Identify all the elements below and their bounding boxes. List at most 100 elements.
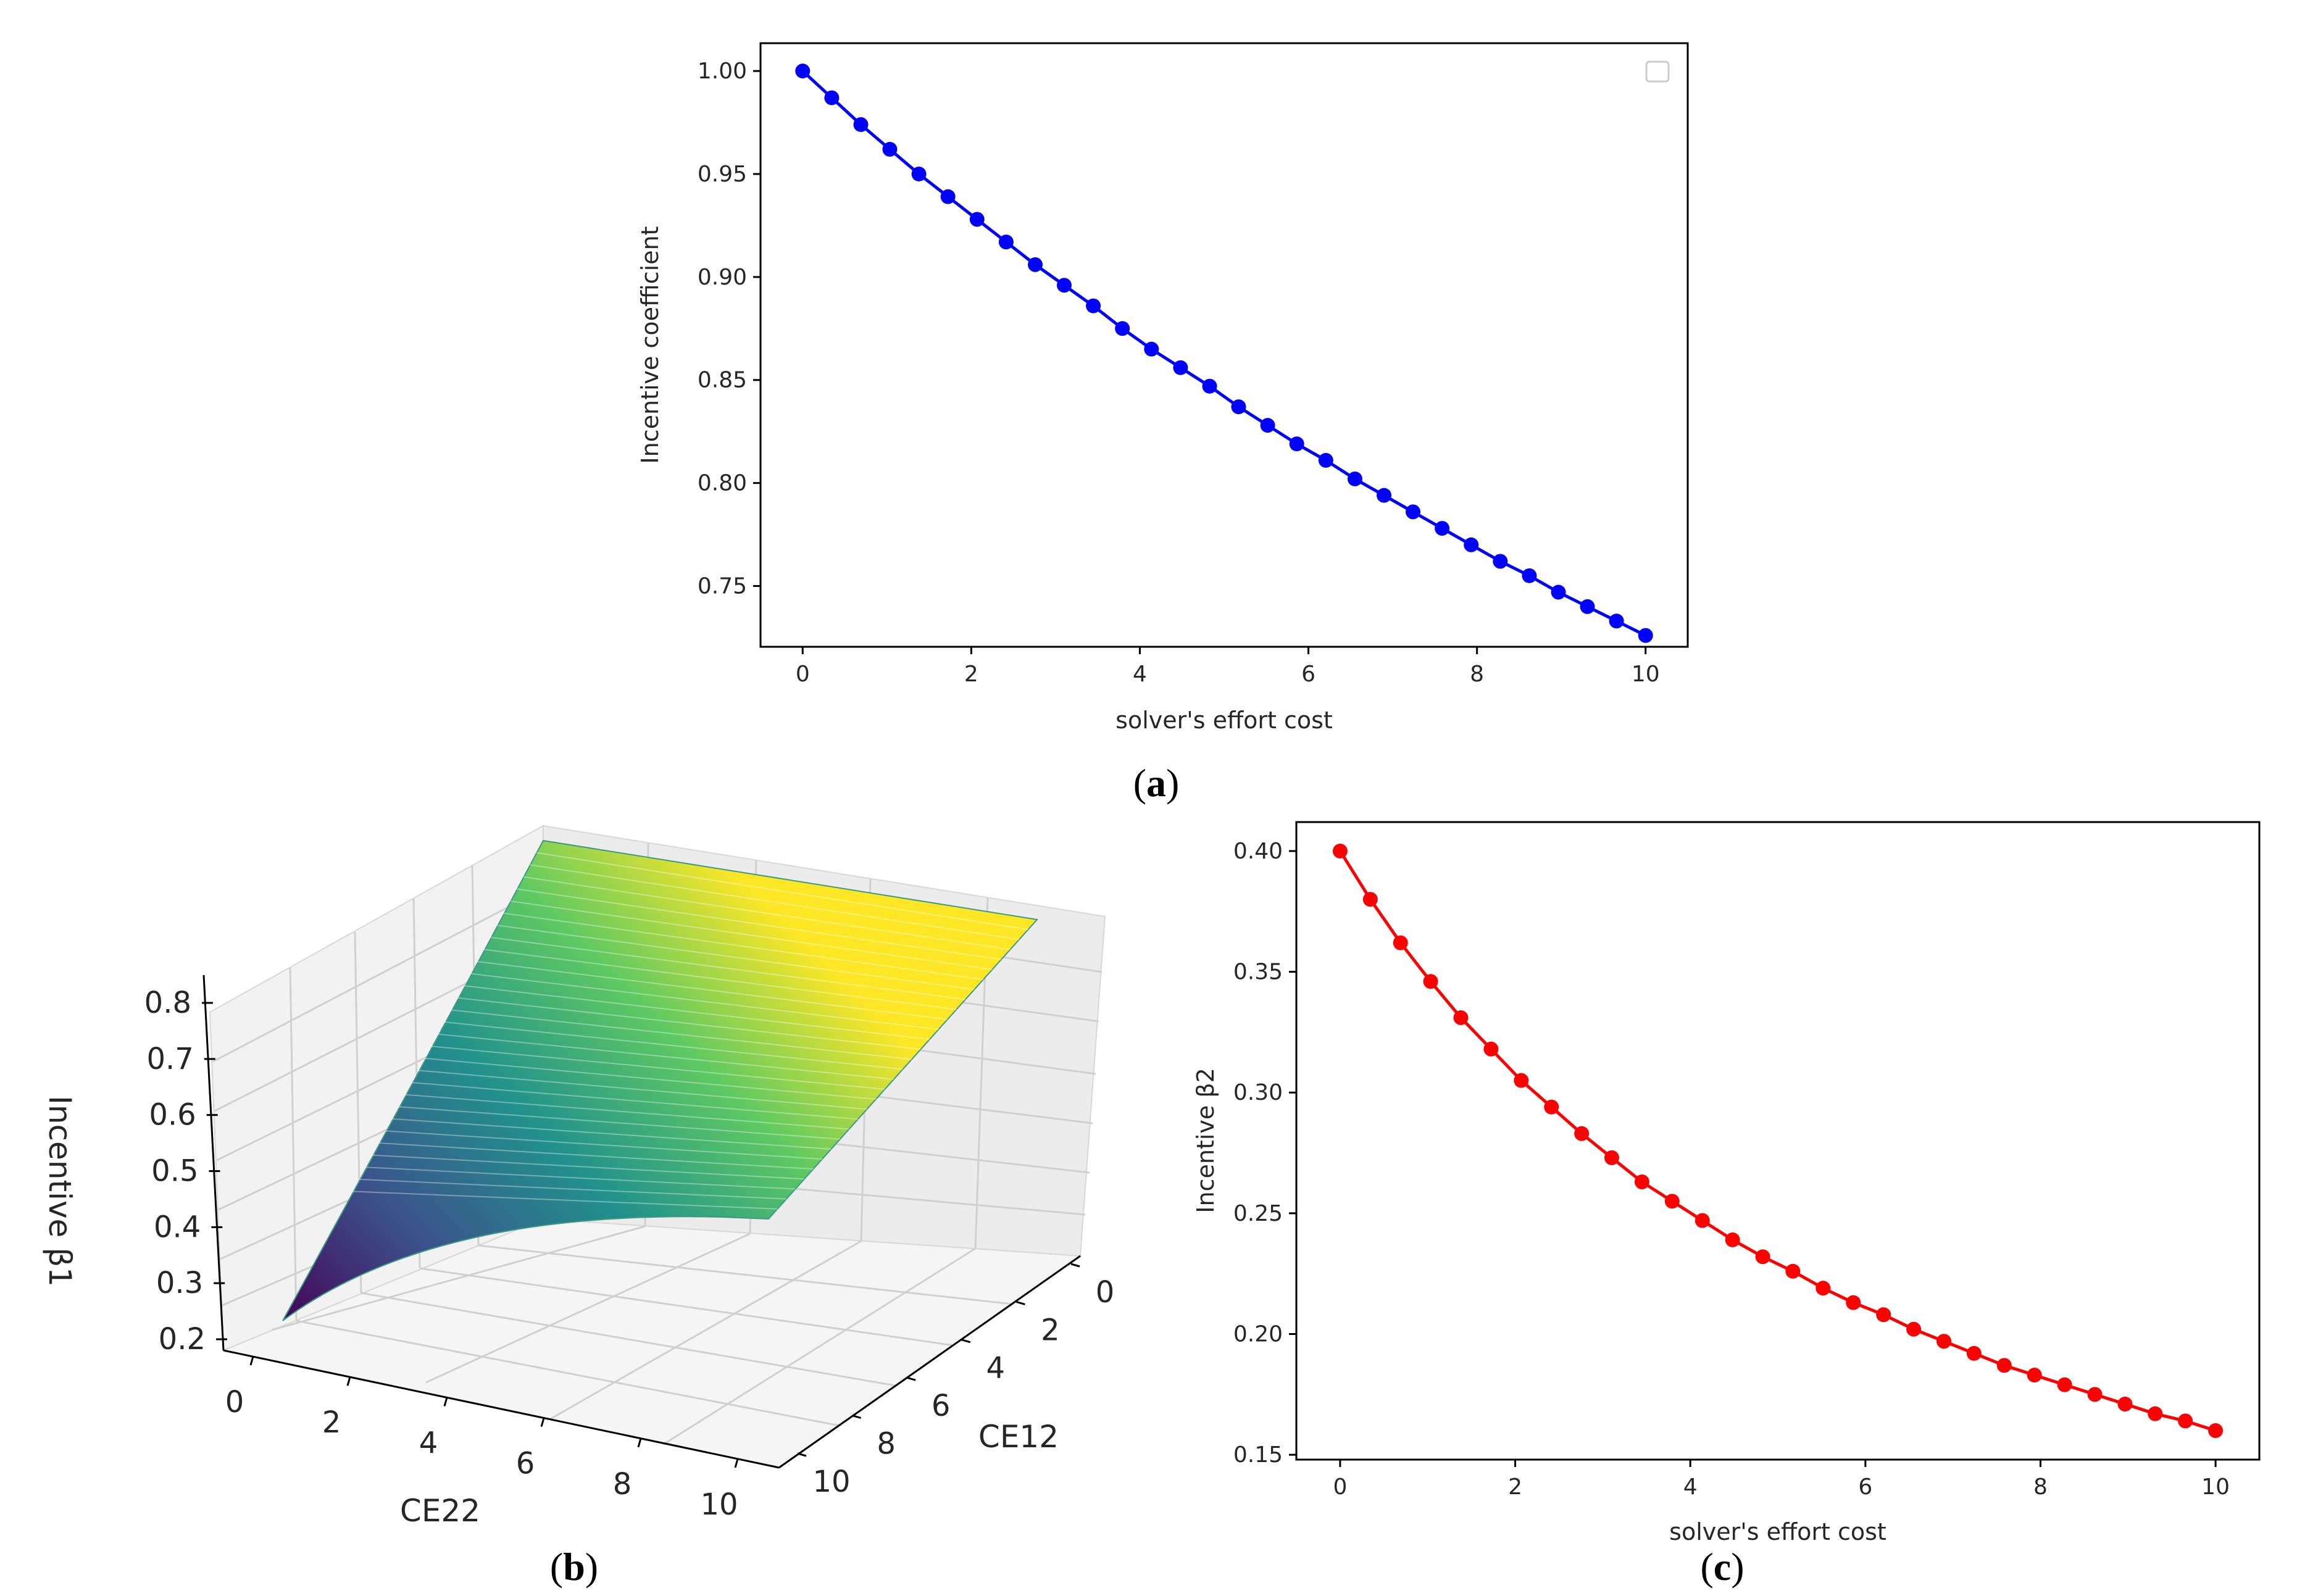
panel-b-surface-mesh-line	[378, 1142, 814, 1170]
panel-a-data-point	[1289, 436, 1304, 452]
panel-b-y-tick-label: 6	[932, 1389, 951, 1423]
panel-a-line-chart: 0 2 4 6 8 10 0.75 0.80 0.85 0.90 0.95 1.00 solver'…	[636, 42, 1689, 734]
panel-b-y-tick-mark	[961, 1339, 971, 1344]
panel-b-y-axis	[778, 1255, 1081, 1469]
panel-a-data-point	[1231, 399, 1246, 415]
panel-a-y-tick-label: 0.90	[698, 265, 747, 290]
panel-b-surface-mesh-line	[451, 1009, 912, 1060]
panel-a-y-axis-label: Incentive coefficient	[636, 226, 664, 463]
panel-b-y-tick-label: 4	[986, 1351, 1006, 1386]
panel-c-data-point	[1785, 1263, 1801, 1279]
panel-b-3d-surface: 0.2 0.3 0.4 0.5 0.6 0.7 0.8 0 2 4 6 8 10 0 2 4 6 8 10 CE…	[42, 825, 1114, 1529]
panel-c-data-point	[2027, 1368, 2042, 1383]
panel-c-data-point	[1423, 974, 1438, 989]
panel-b-surface-mesh-line	[365, 1166, 796, 1190]
panel-b-y-tick-mark	[1070, 1263, 1080, 1268]
panel-b-surface-mesh-line	[477, 961, 948, 1020]
panel-b-surface-mesh-line	[490, 936, 966, 1000]
panel-a-x-tick-label: 6	[1301, 662, 1315, 687]
panel-a-y-tick-label: 0.85	[698, 368, 747, 393]
panel-c-y-tick-label: 0.15	[1233, 1442, 1283, 1468]
panel-c-x-tick-label: 4	[1683, 1474, 1698, 1500]
panel-a-y-tick-label: 0.75	[698, 574, 747, 599]
panel-c-data-point	[2178, 1413, 2193, 1429]
panel-c-data-point	[2117, 1397, 2133, 1412]
panel-c-data-point	[1574, 1126, 1590, 1141]
panel-b-surface-mesh-line	[359, 1178, 787, 1200]
panel-b-z-axis-label: Incentive β1	[42, 1095, 78, 1287]
panel-a-x-tick-label: 2	[964, 662, 978, 687]
panel-a-data-point	[1086, 298, 1101, 314]
panel-b-y-tick-label: 2	[1041, 1313, 1060, 1347]
panel-b-surface-mesh-line	[424, 1057, 877, 1100]
panel-c-data-point	[1604, 1150, 1619, 1165]
panel-b-x-tick-label: 2	[322, 1405, 341, 1440]
panel-a-data-point	[969, 212, 985, 227]
panel-a-data-point	[1435, 521, 1450, 536]
panel-c-x-tick-label: 6	[1858, 1474, 1872, 1500]
panel-a-data-point	[1551, 584, 1566, 600]
panel-b-surface-mesh-line	[431, 1045, 885, 1090]
panel-b-x-tick-mark	[637, 1438, 642, 1448]
panel-a-data-point	[1056, 278, 1072, 293]
panel-b-surface-mesh-line	[391, 1118, 832, 1150]
panel-c-data-point	[1514, 1073, 1529, 1088]
panel-a-data-point	[795, 64, 811, 79]
panel-a-data-point	[1347, 471, 1362, 486]
panel-a-legend-box	[1645, 60, 1670, 83]
panel-a-x-tick-label: 4	[1133, 662, 1147, 687]
panel-b-surface-mesh-line	[510, 900, 993, 970]
panel-a-data-point	[911, 166, 927, 181]
panel-b-surface-mesh-line	[385, 1130, 823, 1160]
panel-a-data-point	[998, 235, 1014, 250]
panel-b-surface-mesh-line	[352, 1191, 778, 1210]
panel-b-surface-mesh-line	[404, 1094, 849, 1130]
panel-a-data-point	[1405, 504, 1420, 520]
panel-b-surface-mesh-line	[530, 864, 1020, 941]
panel-b-z-tick-label: 0.7	[146, 1042, 193, 1076]
panel-b-surface-mesh-line	[470, 973, 939, 1030]
panel-c-x-tick-label: 2	[1508, 1474, 1522, 1500]
panel-c-y-axis-label: Incentive β2	[1192, 1068, 1219, 1213]
panel-a-data-point	[1260, 418, 1275, 433]
panel-b-z-tick-label: 0.4	[154, 1210, 201, 1244]
panel-a-data-point	[1028, 257, 1043, 272]
panel-b-x-axis-label: CE22	[400, 1493, 480, 1529]
caption-c: (c)	[1700, 1545, 1744, 1589]
panel-c-data-point	[1936, 1334, 1952, 1349]
caption-a: (a)	[1133, 761, 1180, 805]
panel-a-data-point	[1609, 613, 1624, 629]
panel-b-x-tick-mark	[249, 1356, 254, 1366]
panel-b-x-axis	[223, 1349, 780, 1469]
panel-a-y-tick-label: 1.00	[698, 59, 747, 84]
panel-c-plot-frame	[1295, 821, 2261, 1461]
panel-c-data-point	[1816, 1281, 1831, 1296]
panel-c-data-point	[1453, 1010, 1469, 1025]
panel-c-x-tick-label: 8	[2033, 1474, 2048, 1500]
panel-c-data-point	[1906, 1321, 1922, 1337]
panel-c-y-tick-label: 0.30	[1233, 1080, 1283, 1105]
panel-a-data-point	[1115, 321, 1130, 336]
panel-b-y-tick-mark	[797, 1452, 807, 1457]
panel-c-data-point	[1544, 1099, 1559, 1115]
panel-b-surface-mesh-line	[398, 1106, 841, 1140]
panel-b-surface-mesh-line	[372, 1154, 805, 1180]
panel-b-z-tick-label: 0.8	[144, 986, 191, 1020]
panel-c-data-point	[2208, 1423, 2224, 1439]
panel-a-data-point	[1580, 599, 1595, 614]
panel-a-plot-frame	[759, 42, 1689, 648]
panel-c-data-point	[1755, 1249, 1770, 1265]
panel-a-data-point	[1173, 360, 1188, 375]
panel-b-z-tick-label: 0.2	[159, 1322, 206, 1357]
panel-a-data-point	[1493, 554, 1508, 569]
panel-b-surface-mesh-line	[497, 925, 975, 991]
panel-b-x-tick-label: 4	[419, 1426, 438, 1460]
panel-c-data-point	[1996, 1358, 2012, 1373]
panel-b-y-tick-label: 10	[812, 1465, 850, 1499]
panel-b-x-tick-mark	[734, 1458, 739, 1468]
panel-a-data-point	[1638, 628, 1653, 643]
panel-c-data-point	[1362, 892, 1378, 907]
panel-a-data-point	[940, 189, 956, 204]
panel-b-y-tick-mark	[1015, 1300, 1025, 1305]
